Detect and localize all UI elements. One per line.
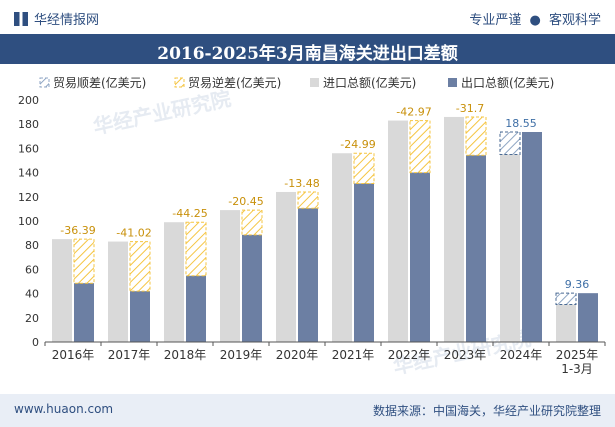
import-bar [388,120,408,342]
import-bar [500,154,520,342]
y-tick-label: 100 [18,215,39,228]
import-bar [444,116,464,342]
x-tick-label: 2021年 [332,348,375,362]
footer-site: www.huaon.com [14,402,114,416]
y-tick-label: 0 [32,336,39,349]
balance-label: 18.55 [505,117,537,130]
brand-name: 华经情报网 [34,13,100,28]
surplus-bar [555,292,577,305]
export-bar [466,155,486,342]
x-tick-label: 2024年 [500,348,543,362]
deficit-bar [409,120,431,174]
legend-swatch [39,77,50,88]
footer-source: 数据来源：中国海关，华经产业研究院整理 [372,404,601,418]
legend-swatch [448,78,457,87]
deficit-bar [241,209,263,236]
deficit-bar [465,116,487,156]
balance-label: 9.36 [565,278,590,291]
surplus-bar [499,131,521,155]
import-bar [556,304,576,342]
x-tick-label: 1-3月 [561,362,593,376]
y-tick-label: 160 [18,142,39,155]
footer: www.huaon.com 数据来源：中国海关，华经产业研究院整理 [0,394,615,427]
deficit-bar [73,238,95,284]
x-tick-label: 2025年 [556,348,599,362]
y-tick-label: 80 [25,239,39,252]
x-tick-label: 2016年 [52,348,95,362]
x-tick-label: 2020年 [276,348,319,362]
import-bar [108,241,128,342]
import-bar [276,191,296,342]
import-bar [332,153,352,342]
bars: -36.39 -41.02 -44.25 -20.45 -13.48 -24.99 -42.… [52,102,598,342]
x-axis: 2016年 2017年 2018年 2019年 2020年 2021年 2022年 2023年… [44,341,606,376]
export-bar [410,172,430,342]
balance-label: -13.48 [284,177,319,190]
tagline-left: 专业严谨 [469,13,522,28]
deficit-bar [185,221,207,277]
x-tick-label: 2023年 [444,348,487,362]
y-axis: 0 20 40 60 80 100 120 140 160 180 200 [18,94,39,349]
chart-title: 2016-2025年3月南昌海关进出口差额 [157,44,458,64]
legend-swatch [174,77,185,88]
deficit-bar [297,191,319,209]
brand: 华经情报网 [14,9,99,28]
deficit-bar [353,152,375,184]
export-bar [354,183,374,342]
legend-label: 出口总额(亿美元) [461,75,554,90]
y-tick-label: 60 [25,263,39,276]
import-bar [52,239,72,342]
huajing-logo-icon [14,12,28,26]
x-tick-label: 2018年 [164,348,207,362]
y-tick-label: 40 [25,288,39,301]
export-bar [298,208,318,342]
import-bar [220,210,240,342]
balance-label: -20.45 [228,195,263,208]
legend: 贸易顺差(亿美元) 贸易逆差(亿美元) 进口总额(亿美元) 出口总额(亿美元) [39,75,554,90]
legend-swatch [310,78,319,87]
tagline: 专业严谨 ● 客观科学 [469,9,601,28]
export-bar [74,283,94,342]
export-bar [186,275,206,342]
import-bar [164,222,184,342]
title-bar: 2016-2025年3月南昌海关进出口差额 [0,34,615,64]
balance-label: -42.97 [396,106,431,119]
y-tick-label: 140 [18,167,39,180]
y-tick-label: 180 [18,118,39,131]
balance-label: -41.02 [116,227,151,240]
top-bar: 华经情报网 专业严谨 ● 客观科学 [0,0,615,34]
balance-label: -24.99 [340,138,375,151]
y-tick-label: 20 [25,312,39,325]
legend-label: 贸易顺差(亿美元) [53,75,146,90]
y-tick-label: 120 [18,191,39,204]
watermark-text: 华经产业研究院 [91,86,233,139]
deficit-bar [129,241,151,292]
legend-label: 进口总额(亿美元) [323,75,416,90]
export-bar [130,291,150,342]
tagline-right: 客观科学 [548,13,601,28]
tagline-separator: ● [529,13,541,28]
export-bar [578,293,598,342]
legend-label: 贸易逆差(亿美元) [188,75,281,90]
export-bar [242,234,262,342]
export-bar [522,132,542,342]
balance-label: -31.7 [456,102,484,115]
x-tick-label: 2019年 [220,348,263,362]
x-tick-label: 2017年 [108,348,151,362]
y-tick-label: 200 [18,94,39,107]
balance-label: -36.39 [60,224,95,237]
x-tick-label: 2022年 [388,348,431,362]
balance-label: -44.25 [172,207,207,220]
